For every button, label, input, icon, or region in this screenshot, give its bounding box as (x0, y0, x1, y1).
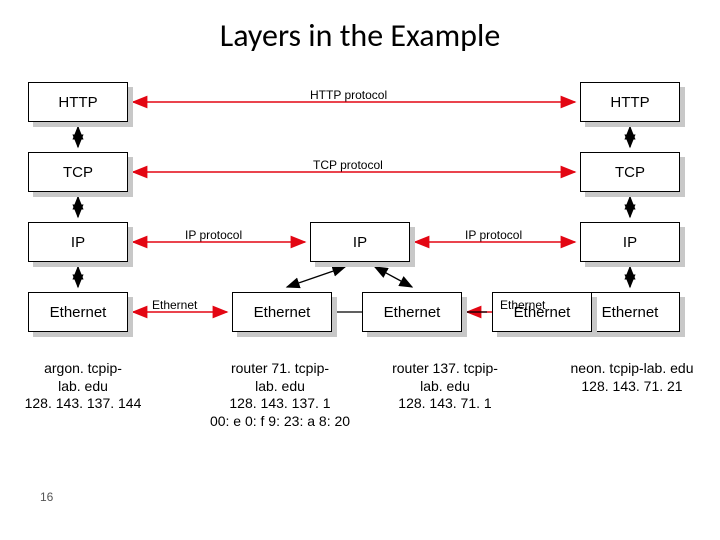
right-tcp-box: TCP (580, 152, 680, 192)
left-ip-label: IP (71, 234, 85, 251)
tcp-protocol-label: TCP protocol (313, 158, 383, 172)
left-ip-box: IP (28, 222, 128, 262)
right-ip-label: IP (623, 234, 637, 251)
ip-protocol-right-label: IP protocol (465, 228, 522, 242)
mid-ip-label: IP (353, 234, 367, 251)
right-ip-box: IP (580, 222, 680, 262)
left-tcp-label: TCP (63, 164, 93, 181)
right-http-box: HTTP (580, 82, 680, 122)
mid-eth-2-label: Ethernet (384, 304, 441, 321)
left-http-label: HTTP (58, 94, 97, 111)
left-eth-box: Ethernet (28, 292, 128, 332)
left-tcp-box: TCP (28, 152, 128, 192)
host-neon: neon. tcpip-lab. edu128. 143. 71. 21 (552, 360, 712, 395)
page-number: 16 (40, 490, 53, 504)
ip-protocol-left-label: IP protocol (185, 228, 242, 242)
left-eth-label: Ethernet (50, 304, 107, 321)
right-tcp-label: TCP (615, 164, 645, 181)
mid-eth-2-box: Ethernet (362, 292, 462, 332)
right-eth-label: Ethernet (602, 304, 659, 321)
left-http-box: HTTP (28, 82, 128, 122)
host-router71: router 71. tcpip-lab. edu128. 143. 137. … (195, 360, 365, 430)
eth-protocol-2-label: Ethernet (500, 298, 545, 312)
diagram-area: HTTP TCP IP Ethernet HTTP TCP IP Etherne… (0, 70, 720, 540)
host-router137: router 137. tcpip-lab. edu128. 143. 71. … (365, 360, 525, 413)
right-http-label: HTTP (610, 94, 649, 111)
mid-eth-1-box: Ethernet (232, 292, 332, 332)
page-title: Layers in the Example (0, 16, 720, 55)
mid-ip-box: IP (310, 222, 410, 262)
http-protocol-label: HTTP protocol (310, 88, 387, 102)
mid-eth-1-label: Ethernet (254, 304, 311, 321)
host-argon: argon. tcpip-lab. edu128. 143. 137. 144 (8, 360, 158, 413)
eth-protocol-1-label: Ethernet (152, 298, 197, 312)
